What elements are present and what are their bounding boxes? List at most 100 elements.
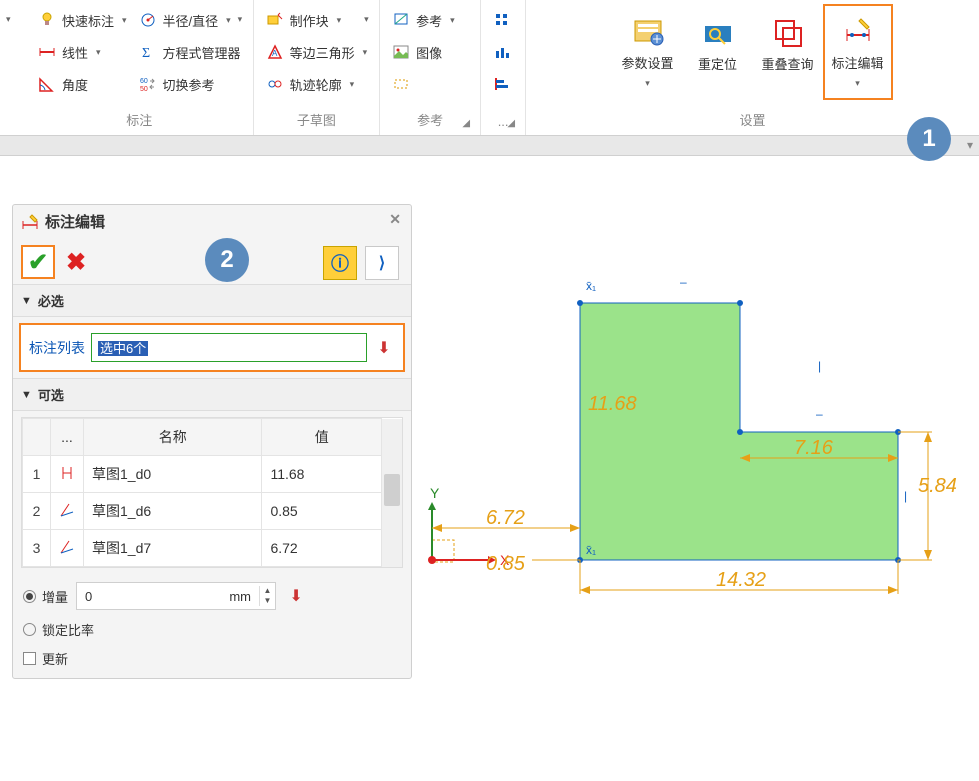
param-settings-button[interactable]: 参数设置 ▾ [613,4,683,100]
scroll-thumb[interactable] [384,474,400,506]
dim-list-label: 标注列表 [29,338,85,358]
ok-button[interactable]: ✔ [21,245,55,279]
row-name: 草图1_d7 [84,530,262,567]
dim-edit-icon [21,213,39,231]
increment-value: 0 [77,589,221,604]
increment-label: 增量 [42,587,68,606]
ref-icon [392,11,410,29]
quick-dim-label: 快速标注 [62,11,114,30]
lock-ratio-radio[interactable]: 锁定比率 [23,620,94,639]
linear-dim-button[interactable]: 线性 ▾ [36,38,129,66]
svg-text:14.32: 14.32 [716,569,766,591]
lock-ratio-row: 锁定比率 [23,620,401,639]
increment-load-icon[interactable]: ⬇ [284,584,308,608]
dim-table: ... 名称 值 1 草图1_d0 11.68 2 草图1_d6 [22,418,402,567]
dim-list-load-icon[interactable]: ⬇ [373,337,395,359]
equation-button[interactable]: Σ 方程式管理器 [137,38,243,66]
ribbon-col: 半径/直径 ▾ Σ 方程式管理器 6050 切换参考 [133,4,247,106]
track-icon [266,75,284,93]
required-label: 必选 [38,291,64,310]
update-label: 更新 [42,649,68,668]
table-row[interactable]: 1 草图1_d0 11.68 [23,456,402,493]
make-block-icon [266,11,284,29]
ribbon-left-dropdown-icon[interactable]: ▾ [6,14,11,25]
update-checkbox[interactable]: 更新 [23,649,68,668]
image-button[interactable]: 图像 [390,38,470,66]
param-settings-label: 参数设置 [622,53,674,72]
expand-strip-icon[interactable]: ▾ [967,138,973,152]
switch-ref-icon: 6050 [139,75,157,93]
spinner[interactable]: ▲▼ [259,586,275,606]
horiz-marker: – [680,275,687,289]
ribbon-col: 快速标注 ▾ 线性 ▾ 角度 [32,4,133,106]
required-section-header[interactable]: ▼ 必选 [13,284,411,317]
badge-1: 1 [907,117,951,161]
relocate-button[interactable]: 重定位 [683,4,753,100]
dim-list-input[interactable]: 选中6个 [91,333,367,362]
collapse-button[interactable]: ⟩ [365,246,399,280]
cancel-button[interactable]: ✖ [59,245,93,279]
col-value: 值 [262,419,382,456]
chevron-down-icon: ▾ [337,15,342,26]
make-block-label: 制作块 [290,11,329,30]
col-idx [23,419,51,456]
radius-button[interactable]: 半径/直径 ▾ [137,6,243,34]
switch-ref-button[interactable]: 6050 切换参考 [137,70,243,98]
reference-button[interactable]: 参考 ▾ [390,6,470,34]
drawing-canvas[interactable]: Y X x̄₁ x̄₁ – – | | 11.68 [420,170,979,778]
dim-edit-button[interactable]: 标注编辑 ▾ [823,4,893,100]
ribbon-group-dropdown-icon[interactable]: ▾ [238,14,243,25]
increment-unit: mm [221,589,259,604]
quick-dim-button[interactable]: 快速标注 ▾ [36,6,129,34]
reference-label: 参考 [416,11,442,30]
linear-dim-icon [38,43,56,61]
row-idx: 2 [23,493,51,530]
ribbon-strip: ▾ [0,136,979,156]
svg-text:0.85: 0.85 [486,553,526,575]
optional-label: 可选 [38,385,64,404]
group-corner-icon[interactable]: ◢ [462,118,470,129]
table-row[interactable]: 2 草图1_d6 0.85 [23,493,402,530]
dim-list-value: 选中6个 [98,341,148,356]
chevron-down-icon: ▾ [450,15,455,26]
angle-dim-button[interactable]: 角度 [36,70,129,98]
dashed-rect-icon [392,75,410,93]
optional-section-header[interactable]: ▼ 可选 [13,378,411,411]
increment-radio[interactable]: 增量 [23,587,68,606]
dashed-rect-button[interactable] [390,70,470,98]
dim-list-field: 标注列表 选中6个 ⬇ [19,323,405,372]
row-idx: 1 [23,456,51,493]
align-button[interactable] [491,70,515,98]
grid-button[interactable] [491,6,515,34]
equilateral-button[interactable]: A 等边三角形 ▾ [264,38,370,66]
bars-button[interactable] [491,38,515,66]
angle-dim-label: 角度 [62,75,88,94]
overlap-query-button[interactable]: 重叠查询 [753,4,823,100]
increment-input[interactable]: 0 mm ▲▼ [76,582,276,610]
chevron-down-icon: ▾ [855,78,860,89]
row-icon [51,493,84,530]
track-button[interactable]: 轨迹轮廓 ▾ [264,70,370,98]
col-icon: ... [51,419,84,456]
svg-text:11.68: 11.68 [588,393,637,415]
horiz-marker: – [816,407,823,421]
ribbon-group-dropdown-icon[interactable]: ▾ [364,14,369,25]
radio-checked-icon [23,590,36,603]
table-row[interactable]: 3 草图1_d7 6.72 [23,530,402,567]
row-icon [51,530,84,567]
dim-table-wrap: ... 名称 值 1 草图1_d0 11.68 2 草图1_d6 [21,417,403,568]
overlap-query-label: 重叠查询 [762,54,814,73]
ribbon-group-reference: ▾ 参考 ▾ 图像 参考 ◢ [380,0,481,135]
dim-d3: 14.32 [580,560,898,594]
dim-d7: 6.72 [432,507,580,532]
group-corner-icon[interactable]: ◢ [507,118,515,129]
increment-row: 增量 0 mm ▲▼ ⬇ [23,582,401,610]
image-label: 图像 [416,43,442,62]
sigma-icon: Σ [139,43,157,61]
panel-close-icon[interactable]: ✕ [389,211,401,228]
info-button[interactable]: ⓘ [323,246,357,280]
switch-ref-label: 切换参考 [163,75,215,94]
make-block-button[interactable]: 制作块 ▾ [264,6,370,34]
ribbon-group-body: 参考 ▾ 图像 [386,4,474,106]
row-idx: 3 [23,530,51,567]
